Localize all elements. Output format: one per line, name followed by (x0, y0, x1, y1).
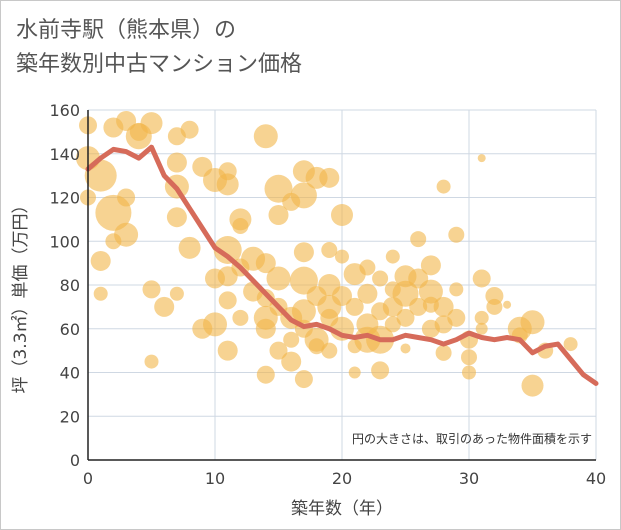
bubble-point (213, 236, 242, 264)
bubble-point (321, 242, 338, 258)
bubble-point (409, 297, 428, 316)
x-tick-label: 10 (205, 469, 225, 488)
bubble-point (486, 298, 503, 315)
bubble-point (384, 316, 401, 333)
tick-labels: 0 20 40 60 80 100 120 140 160 0 10 20 30 40 (49, 101, 606, 488)
bubble-point (180, 120, 199, 139)
grid-lines (87, 109, 597, 461)
y-tick-label: 160 (49, 101, 80, 120)
y-tick-label: 0 (70, 451, 80, 470)
y-tick-label: 100 (49, 232, 80, 251)
x-tick-label: 30 (459, 469, 479, 488)
bubble-point (117, 188, 136, 207)
bubble-point (345, 297, 364, 316)
bubble-point (93, 286, 108, 301)
bubble-point (283, 331, 300, 348)
bubble-point (359, 259, 376, 276)
bubble-point (218, 291, 237, 310)
bubble-series (76, 110, 578, 397)
bubble-point (166, 207, 187, 228)
bubble-point (449, 282, 464, 297)
bubble-point (144, 354, 159, 369)
y-tick-label: 140 (49, 145, 80, 164)
axes (87, 110, 596, 461)
y-tick-label: 120 (49, 189, 80, 208)
bubble-point (332, 285, 352, 306)
bubble-point (461, 349, 477, 366)
chart-title: 水前寺駅（熊本県）の 築年数別中古マンション価格 (16, 18, 303, 77)
bubble-point (255, 318, 276, 339)
bubble-point (418, 279, 443, 304)
bubble-point (474, 310, 489, 325)
x-axis-label: 築年数（年） (291, 499, 393, 519)
bubble-point (256, 289, 275, 308)
bubble-point (319, 167, 340, 188)
bubble-point (268, 205, 289, 225)
x-tick-label: 0 (83, 469, 93, 488)
bubble-point (169, 286, 184, 301)
bubble-point (154, 296, 175, 317)
bubble-point (294, 370, 313, 389)
bubble-point (266, 266, 291, 291)
bubble-point (308, 338, 325, 355)
bubble-point (447, 308, 466, 327)
x-tick-label: 40 (586, 469, 606, 488)
y-tick-label: 80 (60, 276, 80, 295)
bubble-point (385, 249, 400, 264)
average-price-line (85, 144, 599, 386)
bubble-point (335, 249, 349, 264)
bubble-point (255, 253, 276, 274)
bubble-point (436, 179, 451, 194)
y-tick-label: 40 (60, 364, 80, 383)
bubble-point (269, 341, 288, 360)
y-axis-label: 坪（3.3㎡）単価（万円） (11, 196, 31, 393)
bubble-point (521, 374, 544, 397)
y-tick-label: 20 (60, 407, 80, 426)
bubble-point (433, 296, 454, 317)
bubble-point (166, 152, 187, 173)
bubble-point (293, 242, 314, 263)
bubble-point (90, 250, 111, 271)
bubble-point (84, 159, 117, 192)
bubble-point (475, 322, 488, 335)
bubble-point (396, 308, 415, 327)
bubble-point (462, 365, 476, 380)
bubble-point (372, 270, 389, 287)
bubble-point (216, 173, 239, 196)
bubble-point (178, 236, 201, 259)
bubble-point (291, 299, 316, 324)
bubble-point (477, 154, 486, 163)
bubble-point (290, 182, 317, 209)
bubble-point (232, 217, 249, 234)
bubble-point (392, 280, 419, 307)
bubble-point (400, 343, 411, 354)
y-tick-label: 60 (60, 320, 80, 339)
bubble-point (289, 266, 318, 295)
bubble-point (410, 231, 427, 248)
bubble-point (563, 337, 578, 352)
bubble-point (232, 309, 249, 326)
bubble-point (142, 280, 161, 299)
bubble-point (256, 365, 275, 384)
bubble-point (420, 255, 441, 276)
bubble-point (114, 222, 139, 247)
bubble-point (503, 300, 512, 309)
bubble-point (357, 283, 378, 304)
bubble-size-note: 円の大きさは、取引のあった物件面積を示す (352, 431, 592, 446)
bubble-point (281, 351, 302, 372)
bubble-point (331, 204, 353, 226)
x-tick-label: 20 (332, 469, 352, 488)
bubble-point (448, 226, 465, 243)
bubble-point (371, 361, 390, 380)
bubble-point (217, 340, 238, 361)
bubble-point (321, 342, 338, 359)
bubble-point (140, 112, 163, 135)
bubble-point (253, 124, 278, 149)
bubble-point (520, 310, 545, 335)
bubble-point (472, 269, 491, 288)
bubble-point (203, 312, 227, 337)
bubble-point (435, 344, 452, 361)
bubble-point (348, 366, 361, 379)
